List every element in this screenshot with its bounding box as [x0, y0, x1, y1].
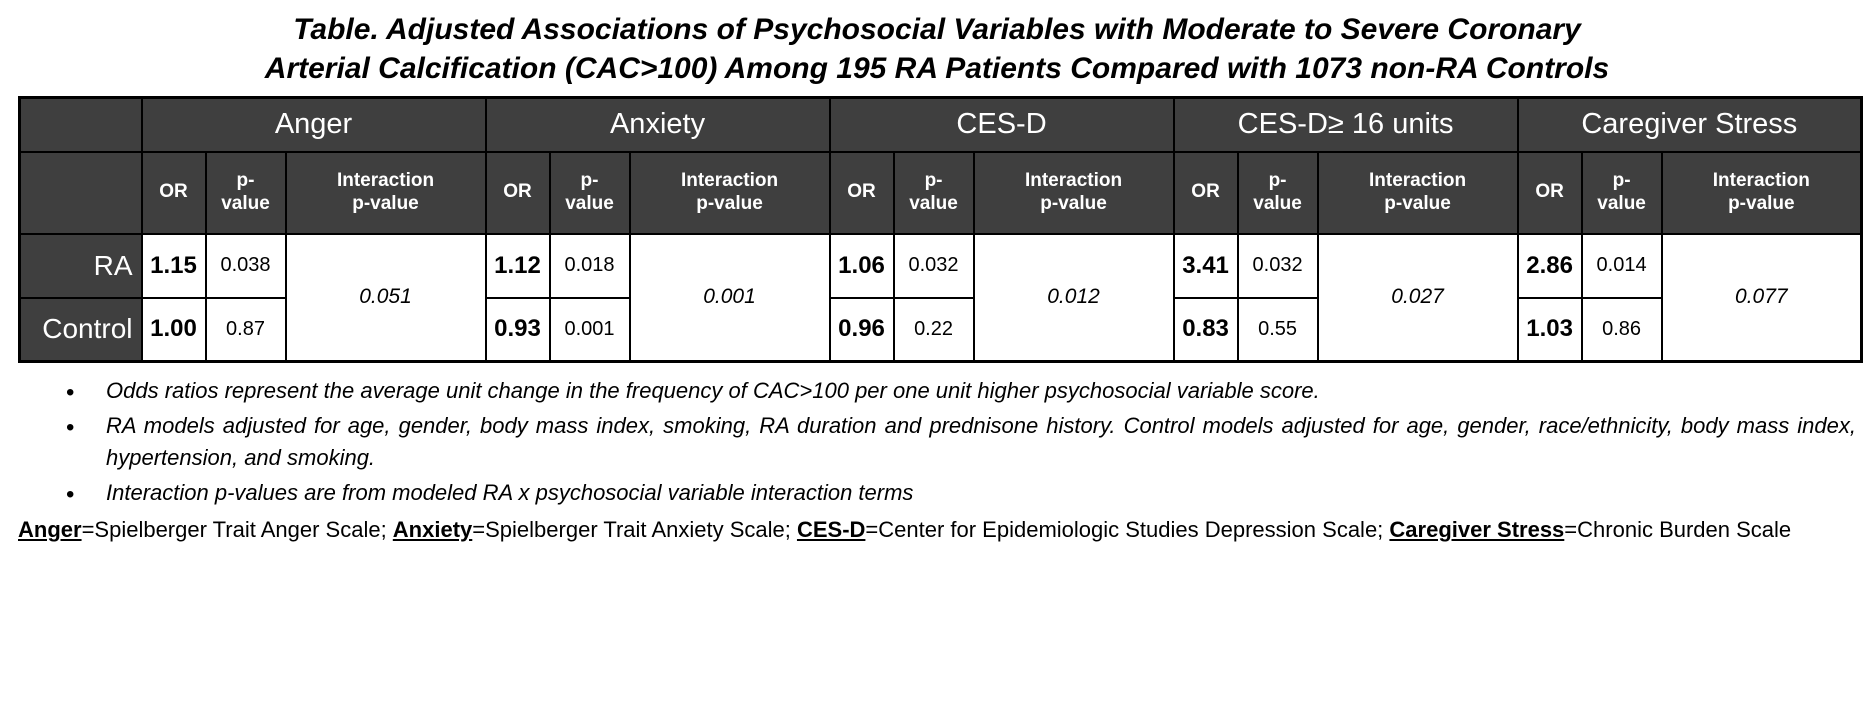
col-header-pvalue: p- value — [548, 150, 631, 235]
footnote-text: Odds ratios represent the average unit c… — [106, 378, 1320, 403]
definition-term: Anger — [18, 517, 82, 543]
col-header-interaction-pvalue: Interaction p-value — [1660, 150, 1863, 235]
sub-header-row: OR p- value Interaction p-value OR p- va… — [18, 150, 1863, 235]
col-header-interaction-pvalue: Interaction p-value — [284, 150, 487, 235]
col-header-interaction-pvalue: Interaction p-value — [972, 150, 1175, 235]
row-label-ra: RA — [18, 232, 143, 299]
ra-cesd-or: 1.06 — [828, 232, 895, 299]
group-header-anxiety: Anxiety — [484, 96, 831, 153]
col-header-or: OR — [140, 150, 207, 235]
col-header-pvalue: p- value — [1236, 150, 1319, 235]
footnotes-list: Odds ratios represent the average unit c… — [66, 375, 1856, 512]
table-title-line2: Arterial Calcification (CAC>100) Among 1… — [264, 52, 1610, 85]
definition-text: =Chronic Burden Scale — [1564, 517, 1792, 543]
cesd16-interaction-pvalue: 0.027 — [1316, 232, 1519, 363]
ra-caregiver-or: 2.86 — [1516, 232, 1583, 299]
footnote-text: Interaction p-values are from modeled RA… — [106, 479, 914, 505]
footnote-item: Odds ratios represent the average unit c… — [66, 375, 1856, 410]
ra-cesd16-or: 3.41 — [1172, 232, 1239, 299]
definition-term: Anxiety — [392, 517, 473, 543]
col-header-or: OR — [1172, 150, 1239, 235]
abbreviation-definitions: Anger=Spielberger Trait Anger Scale; Anx… — [18, 513, 1856, 546]
group-header-cesd: CES-D — [828, 96, 1175, 153]
definition-text: =Spielberger Trait Anxiety Scale; — [472, 517, 797, 543]
definition-term: CES-D — [796, 517, 866, 543]
ra-anger-or: 1.15 — [140, 232, 207, 299]
control-cesd-pvalue: 0.22 — [892, 296, 975, 363]
cesd-interaction-pvalue: 0.012 — [972, 232, 1175, 363]
footnote-item: Interaction p-values are from modeled RA… — [66, 477, 1856, 512]
group-header-row: Anger Anxiety CES-D CES-D≥ 16 units Care… — [18, 96, 1863, 153]
col-header-or: OR — [484, 150, 551, 235]
control-cesd16-pvalue: 0.55 — [1236, 296, 1319, 363]
control-cesd-or: 0.96 — [828, 296, 895, 363]
control-caregiver-pvalue: 0.86 — [1580, 296, 1663, 363]
table-title-line1: Table. Adjusted Associations of Psychoso… — [293, 13, 1581, 46]
definition-term: Caregiver Stress — [1389, 517, 1565, 543]
col-header-or: OR — [828, 150, 895, 235]
caregiver-interaction-pvalue: 0.077 — [1660, 232, 1863, 363]
control-anger-pvalue: 0.87 — [204, 296, 287, 363]
definition-text: =Center for Epidemiologic Studies Depres… — [865, 517, 1390, 543]
table-row-control: Control 1.00 0.87 0.93 0.001 0.96 0.22 0… — [18, 296, 1862, 363]
footnote-text: RA models adjusted for age, gender, body… — [106, 412, 1856, 471]
control-anxiety-pvalue: 0.001 — [548, 296, 631, 363]
ra-anxiety-or: 1.12 — [484, 232, 551, 299]
col-header-or: OR — [1516, 150, 1583, 235]
control-anxiety-or: 0.93 — [484, 296, 551, 363]
col-header-interaction-pvalue: Interaction p-value — [628, 150, 831, 235]
group-header-cesd16: CES-D≥ 16 units — [1172, 96, 1519, 153]
table-title: Table. Adjusted Associations of Psychoso… — [18, 8, 1856, 88]
col-header-pvalue: p- value — [204, 150, 287, 235]
ra-caregiver-pvalue: 0.014 — [1580, 232, 1663, 299]
control-cesd16-or: 0.83 — [1172, 296, 1239, 363]
footnote-item: RA models adjusted for age, gender, body… — [66, 410, 1856, 475]
control-caregiver-or: 1.03 — [1516, 296, 1583, 363]
definition-text: =Spielberger Trait Anger Scale; — [81, 517, 393, 543]
group-header-anger: Anger — [140, 96, 487, 153]
ra-cesd-pvalue: 0.032 — [892, 232, 975, 299]
ra-anxiety-pvalue: 0.018 — [548, 232, 631, 299]
table-row-ra: RA 1.15 0.038 0.051 1.12 0.018 0.001 1.0… — [18, 232, 1863, 363]
ra-cesd16-pvalue: 0.032 — [1236, 232, 1319, 299]
col-header-interaction-pvalue: Interaction p-value — [1316, 150, 1519, 235]
ra-anger-pvalue: 0.038 — [204, 232, 287, 299]
anxiety-interaction-pvalue: 0.001 — [628, 232, 831, 363]
results-table: Anger Anxiety CES-D CES-D≥ 16 units Care… — [18, 96, 1864, 363]
col-header-pvalue: p- value — [1580, 150, 1663, 235]
row-label-control: Control — [18, 296, 143, 363]
control-anger-or: 1.00 — [140, 296, 207, 363]
anger-interaction-pvalue: 0.051 — [284, 232, 487, 363]
corner-cell — [18, 96, 143, 153]
corner-cell — [18, 150, 143, 235]
col-header-pvalue: p- value — [892, 150, 975, 235]
group-header-caregiver-stress: Caregiver Stress — [1516, 96, 1863, 153]
